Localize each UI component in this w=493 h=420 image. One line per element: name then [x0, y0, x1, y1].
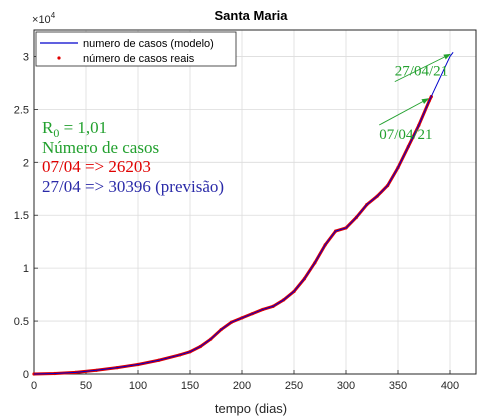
y-exponent-label: ×104: [32, 11, 56, 26]
annotations: 27/04/21 07/04/21: [378, 53, 451, 143]
x-tick-label: 0: [31, 380, 37, 392]
x-tick-label: 300: [337, 380, 355, 392]
chart-title: Santa Maria: [215, 8, 289, 23]
x-tick-label: 250: [285, 380, 303, 392]
y-tick-label: 0: [23, 369, 29, 381]
annotation-arrow: [378, 98, 430, 126]
x-tick-label: 50: [80, 380, 92, 392]
annotation-label: 27/04/21: [395, 64, 448, 80]
grid: [33, 30, 476, 375]
y-tick-label: 2: [23, 157, 29, 169]
legend-swatch-real: [57, 56, 61, 60]
annotation-label: 07/04/21: [379, 127, 432, 143]
legend-box: [35, 31, 237, 67]
forecast-text: 27/04 => 30396 (previsão): [42, 177, 224, 196]
x-tick-label: 150: [181, 380, 199, 392]
y-tick-label: 3: [23, 51, 29, 63]
annotation-arrow: [394, 53, 451, 83]
plot-frame: [33, 29, 477, 375]
info-text: R0 = 1,01 Número de casos 07/04 => 26203…: [42, 118, 224, 196]
x-tick-label: 100: [129, 380, 147, 392]
x-tick-label: 200: [233, 380, 251, 392]
x-tick-label: 350: [389, 380, 407, 392]
y-tick-label: 0.5: [14, 316, 29, 328]
y-tick-label: 1: [23, 263, 29, 275]
series-model-line: [33, 51, 454, 375]
r0-text: R0 = 1,01: [42, 118, 107, 140]
legend-label-real: número de casos reais: [83, 53, 195, 65]
y-tick-label: 2.5: [14, 104, 29, 116]
x-tick-label: 400: [441, 380, 459, 392]
series-layer: [32, 51, 454, 376]
svg-text:×104: ×104: [32, 11, 56, 26]
legend: numero de casos (modelo) número de casos…: [35, 31, 237, 67]
real-cases-text: 07/04 => 26203: [42, 157, 151, 176]
x-axis-label: tempo (dias): [215, 401, 287, 416]
x-axis: 0 50 100 150 200 250 300 350 400: [31, 370, 459, 392]
legend-label-model: numero de casos (modelo): [83, 38, 214, 50]
y-tick-label: 1.5: [14, 210, 29, 222]
heading-text: Número de casos: [42, 138, 159, 157]
